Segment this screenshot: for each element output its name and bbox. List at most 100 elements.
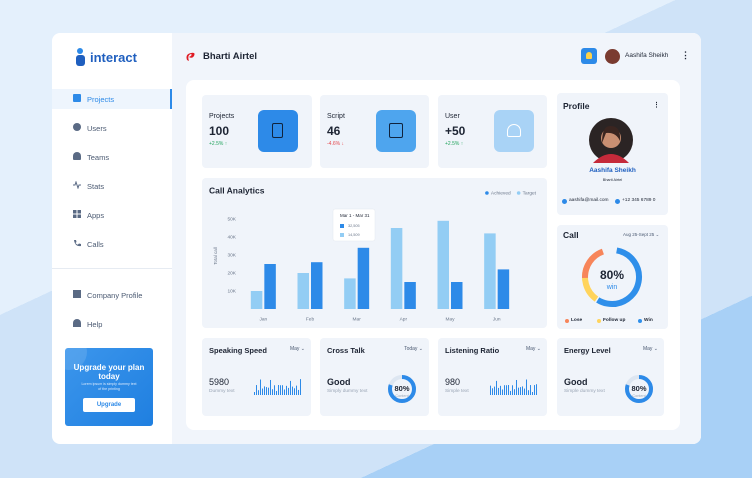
sparkline-bar xyxy=(268,387,269,395)
legend-label: Achieved xyxy=(491,190,511,196)
x-tick-label: Jun xyxy=(493,316,501,322)
upgrade-button-label[interactable]: Upgrade xyxy=(96,402,122,408)
x-tick-label: Jan xyxy=(259,316,267,322)
sparkline-bar xyxy=(514,389,515,395)
bar xyxy=(497,269,510,309)
profile-title: Profile xyxy=(563,101,590,111)
nav-item[interactable]: Stats xyxy=(87,182,105,191)
legend-dot xyxy=(485,191,489,195)
sparkline-bar xyxy=(500,385,501,395)
nav-item[interactable]: Users xyxy=(87,124,107,133)
nav-icon xyxy=(73,123,81,131)
bell-icon xyxy=(586,52,592,59)
sparkline-bar xyxy=(532,391,533,395)
sparkline-bar xyxy=(526,379,527,395)
sparkline-bar xyxy=(498,387,499,395)
metric-card xyxy=(202,338,311,416)
bar xyxy=(297,273,309,309)
metric-title: Cross Talk xyxy=(327,346,365,355)
x-tick-label: Feb xyxy=(306,316,315,322)
stat-value: 100 xyxy=(209,124,230,138)
gauge-arc xyxy=(625,375,653,403)
sparkline-bar xyxy=(272,389,273,395)
nav-item[interactable]: Teams xyxy=(87,153,110,162)
metric-value: Good xyxy=(327,377,351,387)
stat-change: +2.5% ↑ xyxy=(445,141,464,147)
x-tick-label: Apr xyxy=(400,316,408,322)
upgrade-box xyxy=(65,348,153,426)
metric-title: Speaking Speed xyxy=(209,346,267,355)
sparkline-bar xyxy=(492,388,493,395)
sparkline-bar xyxy=(518,387,519,395)
sparkline-bar xyxy=(262,388,263,395)
upgrade-title: Upgrade your plan today xyxy=(73,363,145,382)
stat-icon xyxy=(258,110,298,152)
metric-sub: Simple dummy text xyxy=(564,389,605,394)
sparkline-bar xyxy=(280,385,281,395)
sparkline-bar xyxy=(288,387,289,395)
nav-icon xyxy=(73,290,81,298)
nav-item[interactable]: Calls xyxy=(87,240,104,249)
gauge-label: 80% xyxy=(394,384,410,393)
sparkline-bar xyxy=(274,385,275,395)
call-range[interactable]: Aug 25-Sept 25 ⌄ xyxy=(623,232,660,237)
metric-period[interactable]: May ⌄ xyxy=(525,346,541,352)
profile-company: Bharti Airtel xyxy=(602,178,623,182)
metric-period[interactable]: Today ⌄ xyxy=(404,346,423,352)
company-name: Bharti Airtel xyxy=(203,51,258,62)
nav-item[interactable]: Projects xyxy=(87,95,115,104)
metric-sub: Simple text xyxy=(445,389,469,394)
sparkline-bar xyxy=(292,386,293,395)
sparkline-bar xyxy=(520,387,521,395)
sparkline xyxy=(490,379,537,395)
user-name[interactable]: Aashifa Sheikh xyxy=(625,52,669,59)
call-sub: win xyxy=(606,284,618,291)
sparkline-bar xyxy=(270,379,271,395)
tooltip-swatch xyxy=(340,224,344,228)
nav-item[interactable]: Company Profile xyxy=(87,291,143,300)
sparkline-bar xyxy=(510,390,511,395)
metric-title: Listening Ratio xyxy=(445,346,500,355)
sparkline-bar xyxy=(298,389,299,395)
stat-value: +50 xyxy=(445,124,466,138)
gauge-sub: Content xyxy=(395,394,409,398)
profile-menu[interactable]: ⋮ xyxy=(653,102,660,109)
sparkline-bar xyxy=(282,385,283,395)
nav-item[interactable]: Apps xyxy=(87,211,105,220)
legend-label: Win xyxy=(644,318,653,323)
y-tick-label: 30K xyxy=(227,252,236,258)
metric-period[interactable]: May ⌄ xyxy=(642,346,658,352)
sparkline-bar xyxy=(260,379,261,395)
profile-phone: +12 345 6789 0 xyxy=(622,198,656,203)
sparkline-bar xyxy=(512,385,513,395)
stat-icon xyxy=(376,110,416,152)
stat-value: 46 xyxy=(327,124,341,138)
metric-period[interactable]: May ⌄ xyxy=(289,346,305,352)
chart-title: Call Analytics xyxy=(209,185,265,195)
stat-label: User xyxy=(445,113,460,120)
sparkline-bar xyxy=(290,380,291,395)
sparkline-bar xyxy=(278,385,279,395)
sparkline-bar xyxy=(254,392,255,395)
y-tick-label: 20K xyxy=(227,270,236,276)
metric-sub: Simply dummy text xyxy=(327,389,368,394)
menu-button[interactable]: ⋮ xyxy=(681,50,690,60)
sparkline-bar xyxy=(300,379,301,395)
tooltip-title: Mar 1 - Mar 31 xyxy=(340,213,370,218)
legend-dot xyxy=(638,319,642,323)
sparkline-bar xyxy=(296,385,297,395)
sparkline-bar xyxy=(490,385,491,395)
stat-label: Projects xyxy=(209,113,235,120)
nav-item[interactable]: Help xyxy=(87,320,103,329)
logo-icon xyxy=(76,48,85,66)
logo-text[interactable]: interact xyxy=(90,50,137,65)
upgrade-button[interactable] xyxy=(83,398,135,412)
metric-value: 5980 xyxy=(209,377,230,387)
tooltip-item: 14,509 xyxy=(348,233,360,237)
gauge xyxy=(388,375,416,403)
user-avatar[interactable] xyxy=(605,49,620,64)
sparkline-bar xyxy=(528,390,529,395)
stat-change: -4.6% ↓ xyxy=(327,141,344,147)
legend-label: Target xyxy=(523,190,537,196)
